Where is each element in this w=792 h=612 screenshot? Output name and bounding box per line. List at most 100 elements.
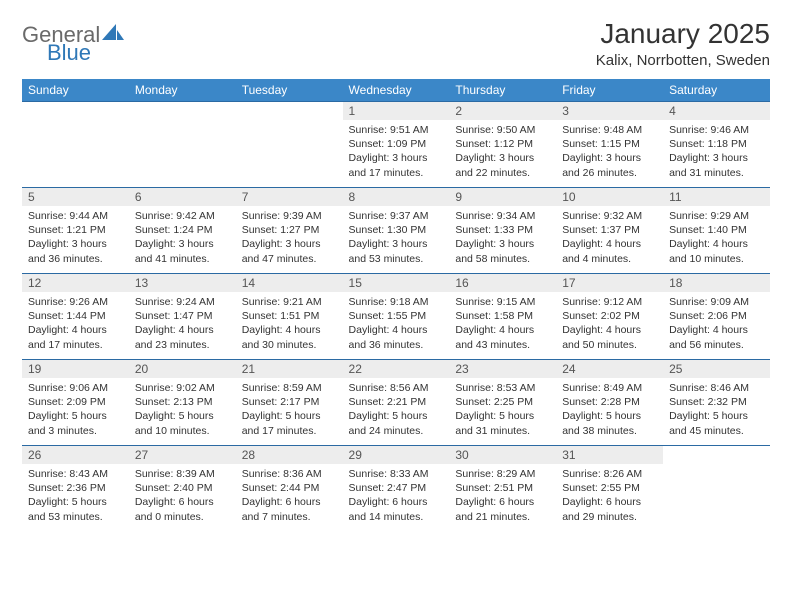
day-details: Sunrise: 9:44 AMSunset: 1:21 PMDaylight:… <box>22 206 129 270</box>
daylight-line: Daylight: 5 hours and 38 minutes. <box>562 410 641 436</box>
col-saturday: Saturday <box>663 79 770 102</box>
daylight-line: Daylight: 6 hours and 0 minutes. <box>135 496 214 522</box>
day-details: Sunrise: 8:29 AMSunset: 2:51 PMDaylight:… <box>449 464 556 528</box>
calendar-cell: 2Sunrise: 9:50 AMSunset: 1:12 PMDaylight… <box>449 102 556 188</box>
sunrise-line: Sunrise: 8:39 AM <box>135 468 215 480</box>
calendar-cell <box>22 102 129 188</box>
daylight-line: Daylight: 4 hours and 17 minutes. <box>28 324 107 350</box>
day-details: Sunrise: 8:33 AMSunset: 2:47 PMDaylight:… <box>343 464 450 528</box>
daylight-line: Daylight: 6 hours and 21 minutes. <box>455 496 534 522</box>
day-number: 11 <box>663 188 770 206</box>
day-details: Sunrise: 9:42 AMSunset: 1:24 PMDaylight:… <box>129 206 236 270</box>
sunset-line: Sunset: 2:21 PM <box>349 396 427 408</box>
calendar-row: 26Sunrise: 8:43 AMSunset: 2:36 PMDayligh… <box>22 446 770 532</box>
daylight-line: Daylight: 3 hours and 47 minutes. <box>242 238 321 264</box>
location-text: Kalix, Norrbotten, Sweden <box>596 52 770 69</box>
day-details: Sunrise: 8:59 AMSunset: 2:17 PMDaylight:… <box>236 378 343 442</box>
calendar-row: 5Sunrise: 9:44 AMSunset: 1:21 PMDaylight… <box>22 188 770 274</box>
sunset-line: Sunset: 1:47 PM <box>135 310 213 322</box>
day-details: Sunrise: 9:39 AM Sunset: 1:27 PM Daylight:… <box>236 206 343 270</box>
sunset-line: Sunset: 2:28 PM <box>562 396 640 408</box>
page-title: January 2025 <box>596 18 770 50</box>
sunrise-line: Sunrise: 8:43 AM <box>28 468 108 480</box>
day-details: Sunrise: 8:26 AMSunset: 2:55 PMDaylight:… <box>556 464 663 528</box>
sunset-line: Sunset: 2:51 PM <box>455 482 533 494</box>
sunrise-line: Sunrise: 8:53 AM <box>455 382 535 394</box>
day-number: 26 <box>22 446 129 464</box>
day-details: Sunrise: 9:29 AMSunset: 1:40 PMDaylight:… <box>663 206 770 270</box>
day-details: Sunrise: 9:26 AMSunset: 1:44 PMDaylight:… <box>22 292 129 356</box>
calendar-cell <box>236 102 343 188</box>
sunrise-line: Sunrise: 9:46 AM <box>669 124 749 136</box>
sunrise-line: Sunrise: 8:26 AM <box>562 468 642 480</box>
day-number: 14 <box>236 274 343 292</box>
day-details: Sunrise: 8:53 AMSunset: 2:25 PMDaylight:… <box>449 378 556 442</box>
sunrise-line: Sunrise: 9:21 AM <box>242 296 322 308</box>
daylight-line: Daylight: 3 hours and 22 minutes. <box>455 152 534 178</box>
day-number: 18 <box>663 274 770 292</box>
calendar-cell: 22Sunrise: 8:56 AMSunset: 2:21 PMDayligh… <box>343 360 450 446</box>
sunset-line: Sunset: 1:21 PM <box>28 224 106 236</box>
daylight-line: Daylight: 6 hours and 14 minutes. <box>349 496 428 522</box>
day-number: 10 <box>556 188 663 206</box>
daylight-line: Daylight: 5 hours and 10 minutes. <box>135 410 214 436</box>
calendar-cell: 1Sunrise: 9:51 AMSunset: 1:09 PMDaylight… <box>343 102 450 188</box>
daylight-line: Daylight: 5 hours and 17 minutes. <box>242 410 321 436</box>
sunset-line: Sunset: 2:17 PM <box>242 396 320 408</box>
day-details: Sunrise: 9:48 AMSunset: 1:15 PMDaylight:… <box>556 120 663 184</box>
sunset-line: Sunset: 2:09 PM <box>28 396 106 408</box>
daylight-line: Daylight: 4 hours and 56 minutes. <box>669 324 748 350</box>
calendar-cell: 17Sunrise: 9:12 AMSunset: 2:02 PMDayligh… <box>556 274 663 360</box>
day-number: 2 <box>449 102 556 120</box>
calendar-cell: 15Sunrise: 9:18 AMSunset: 1:55 PMDayligh… <box>343 274 450 360</box>
calendar-table: Sunday Monday Tuesday Wednesday Thursday… <box>22 79 770 532</box>
sunset-line: Sunset: 2:47 PM <box>349 482 427 494</box>
day-details: Sunrise: 9:18 AMSunset: 1:55 PMDaylight:… <box>343 292 450 356</box>
calendar-cell: 6Sunrise: 9:42 AMSunset: 1:24 PMDaylight… <box>129 188 236 274</box>
calendar-cell: 29Sunrise: 8:33 AMSunset: 2:47 PMDayligh… <box>343 446 450 532</box>
sunrise-line: Sunrise: 9:37 AM <box>349 210 429 222</box>
day-details: Sunrise: 9:24 AMSunset: 1:47 PMDaylight:… <box>129 292 236 356</box>
day-details: Sunrise: 9:51 AMSunset: 1:09 PMDaylight:… <box>343 120 450 184</box>
header: General January 2025 Kalix, Norrbotten, … <box>22 18 770 69</box>
day-details: Sunrise: 8:46 AMSunset: 2:32 PMDaylight:… <box>663 378 770 442</box>
calendar-cell <box>129 102 236 188</box>
sunrise-line: Sunrise: 9:39 AM <box>242 210 322 222</box>
day-number: 13 <box>129 274 236 292</box>
col-friday: Friday <box>556 79 663 102</box>
day-number: 24 <box>556 360 663 378</box>
calendar-cell: 14 Sunrise: 9:21 AM Sunset: 1:51 PM Dayligh… <box>236 274 343 360</box>
calendar-cell: 16Sunrise: 9:15 AMSunset: 1:58 PMDayligh… <box>449 274 556 360</box>
sail-icon <box>102 22 124 48</box>
sunrise-line: Sunrise: 8:46 AM <box>669 382 749 394</box>
daylight-line: Daylight: 4 hours and 10 minutes. <box>669 238 748 264</box>
sunrise-line: Sunrise: 9:48 AM <box>562 124 642 136</box>
daylight-line: Daylight: 3 hours and 41 minutes. <box>135 238 214 264</box>
col-sunday: Sunday <box>22 79 129 102</box>
daylight-line: Daylight: 5 hours and 53 minutes. <box>28 496 107 522</box>
sunset-line: Sunset: 1:27 PM <box>242 224 320 236</box>
sunset-line: Sunset: 1:51 PM <box>242 310 320 322</box>
calendar-cell: 28Sunrise: 8:36 AMSunset: 2:44 PMDayligh… <box>236 446 343 532</box>
sunrise-line: Sunrise: 9:15 AM <box>455 296 535 308</box>
sunset-line: Sunset: 2:13 PM <box>135 396 213 408</box>
sunset-line: Sunset: 2:02 PM <box>562 310 640 322</box>
sunset-line: Sunset: 1:12 PM <box>455 138 533 150</box>
day-number: 21 <box>236 360 343 378</box>
sunset-line: Sunset: 1:58 PM <box>455 310 533 322</box>
daylight-line: Daylight: 5 hours and 3 minutes. <box>28 410 107 436</box>
daylight-line: Daylight: 4 hours and 30 minutes. <box>242 324 321 350</box>
day-number: 28 <box>236 446 343 464</box>
day-details: Sunrise: 9:21 AM Sunset: 1:51 PM Daylight:… <box>236 292 343 356</box>
calendar-cell: 24Sunrise: 8:49 AMSunset: 2:28 PMDayligh… <box>556 360 663 446</box>
col-tuesday: Tuesday <box>236 79 343 102</box>
sunset-line: Sunset: 2:06 PM <box>669 310 747 322</box>
day-number: 19 <box>22 360 129 378</box>
weekday-header-row: Sunday Monday Tuesday Wednesday Thursday… <box>22 79 770 102</box>
day-number: 5 <box>22 188 129 206</box>
day-details: Sunrise: 9:06 AMSunset: 2:09 PMDaylight:… <box>22 378 129 442</box>
day-number: 12 <box>22 274 129 292</box>
sunset-line: Sunset: 1:24 PM <box>135 224 213 236</box>
day-details: Sunrise: 8:49 AMSunset: 2:28 PMDaylight:… <box>556 378 663 442</box>
daylight-line: Daylight: 3 hours and 53 minutes. <box>349 238 428 264</box>
